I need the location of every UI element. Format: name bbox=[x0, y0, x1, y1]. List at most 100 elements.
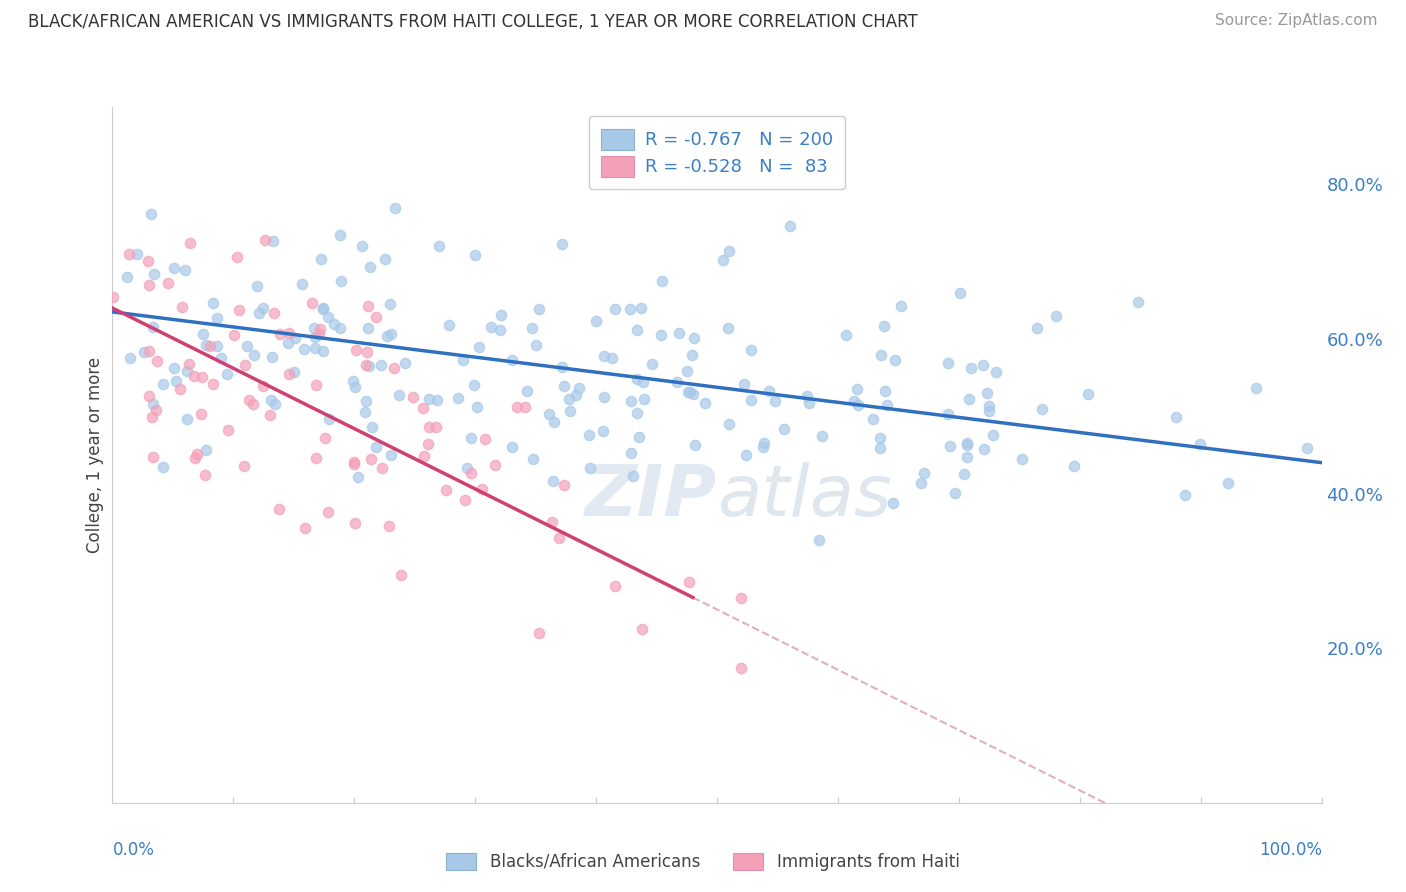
Point bbox=[869, 441, 891, 455]
Point bbox=[374, 252, 396, 266]
Point bbox=[883, 353, 905, 368]
Point bbox=[309, 322, 332, 336]
Point bbox=[259, 408, 281, 422]
Point bbox=[973, 442, 995, 456]
Point bbox=[347, 470, 370, 484]
Point bbox=[228, 303, 250, 318]
Point bbox=[846, 398, 869, 412]
Point bbox=[343, 457, 366, 471]
Point bbox=[1295, 441, 1317, 455]
Point bbox=[152, 460, 174, 475]
Point bbox=[679, 385, 702, 400]
Point bbox=[948, 286, 970, 301]
Point bbox=[763, 394, 786, 409]
Point bbox=[505, 400, 527, 414]
Point bbox=[426, 393, 449, 408]
Point bbox=[165, 374, 187, 388]
Point bbox=[568, 381, 591, 395]
Point bbox=[377, 329, 399, 343]
Point bbox=[1244, 381, 1267, 395]
Point bbox=[955, 450, 977, 464]
Point bbox=[807, 533, 830, 548]
Point bbox=[318, 412, 340, 426]
Point bbox=[354, 358, 377, 372]
Point bbox=[600, 351, 623, 366]
Point bbox=[675, 364, 697, 378]
Point bbox=[437, 318, 460, 332]
Point bbox=[157, 277, 180, 291]
Point bbox=[163, 260, 186, 275]
Point bbox=[308, 326, 330, 341]
Point bbox=[402, 390, 425, 404]
Point bbox=[269, 327, 291, 342]
Point bbox=[233, 358, 256, 372]
Point bbox=[650, 328, 672, 343]
Point bbox=[520, 321, 543, 335]
Point bbox=[620, 446, 643, 460]
Point bbox=[718, 244, 741, 258]
Point bbox=[127, 247, 149, 261]
Point bbox=[501, 353, 523, 368]
Point bbox=[176, 364, 198, 378]
Point bbox=[631, 375, 654, 389]
Point bbox=[882, 496, 904, 510]
Point bbox=[359, 260, 381, 275]
Point bbox=[740, 393, 762, 408]
Point bbox=[516, 384, 538, 398]
Text: atlas: atlas bbox=[717, 462, 891, 531]
Point bbox=[142, 450, 165, 465]
Point bbox=[360, 420, 382, 434]
Point bbox=[202, 296, 225, 310]
Point bbox=[1077, 386, 1099, 401]
Point bbox=[357, 359, 380, 374]
Point bbox=[960, 360, 983, 375]
Point bbox=[460, 431, 482, 445]
Point bbox=[209, 351, 232, 365]
Point bbox=[682, 386, 704, 401]
Point bbox=[620, 393, 643, 408]
Point bbox=[143, 267, 166, 281]
Point bbox=[183, 368, 205, 383]
Point bbox=[730, 591, 752, 605]
Point bbox=[329, 320, 352, 334]
Point bbox=[936, 407, 959, 421]
Point bbox=[260, 350, 283, 364]
Point bbox=[558, 404, 581, 418]
Point bbox=[356, 299, 378, 313]
Point bbox=[524, 337, 547, 351]
Point bbox=[382, 360, 405, 375]
Point bbox=[1164, 409, 1187, 424]
Point bbox=[943, 486, 966, 500]
Point bbox=[621, 469, 644, 483]
Point bbox=[718, 417, 741, 431]
Text: 0.0%: 0.0% bbox=[112, 841, 155, 859]
Point bbox=[630, 622, 652, 636]
Point bbox=[641, 357, 664, 371]
Point bbox=[378, 297, 401, 311]
Point bbox=[683, 438, 706, 452]
Point bbox=[633, 392, 655, 406]
Point bbox=[460, 466, 482, 480]
Point bbox=[585, 314, 607, 328]
Point bbox=[683, 331, 706, 345]
Point bbox=[471, 482, 494, 496]
Point bbox=[862, 412, 884, 426]
Point bbox=[979, 399, 1001, 413]
Point bbox=[142, 397, 165, 411]
Point bbox=[541, 474, 564, 488]
Point bbox=[425, 420, 447, 434]
Point bbox=[799, 395, 821, 409]
Point bbox=[626, 371, 648, 385]
Point bbox=[467, 400, 489, 414]
Point bbox=[329, 227, 352, 242]
Point bbox=[976, 386, 998, 401]
Point bbox=[195, 338, 218, 352]
Point bbox=[194, 468, 217, 483]
Point bbox=[981, 428, 1004, 442]
Point bbox=[190, 407, 212, 421]
Point bbox=[1189, 437, 1212, 451]
Point bbox=[678, 574, 700, 589]
Point bbox=[628, 430, 651, 444]
Point bbox=[1031, 402, 1053, 417]
Point bbox=[186, 447, 208, 461]
